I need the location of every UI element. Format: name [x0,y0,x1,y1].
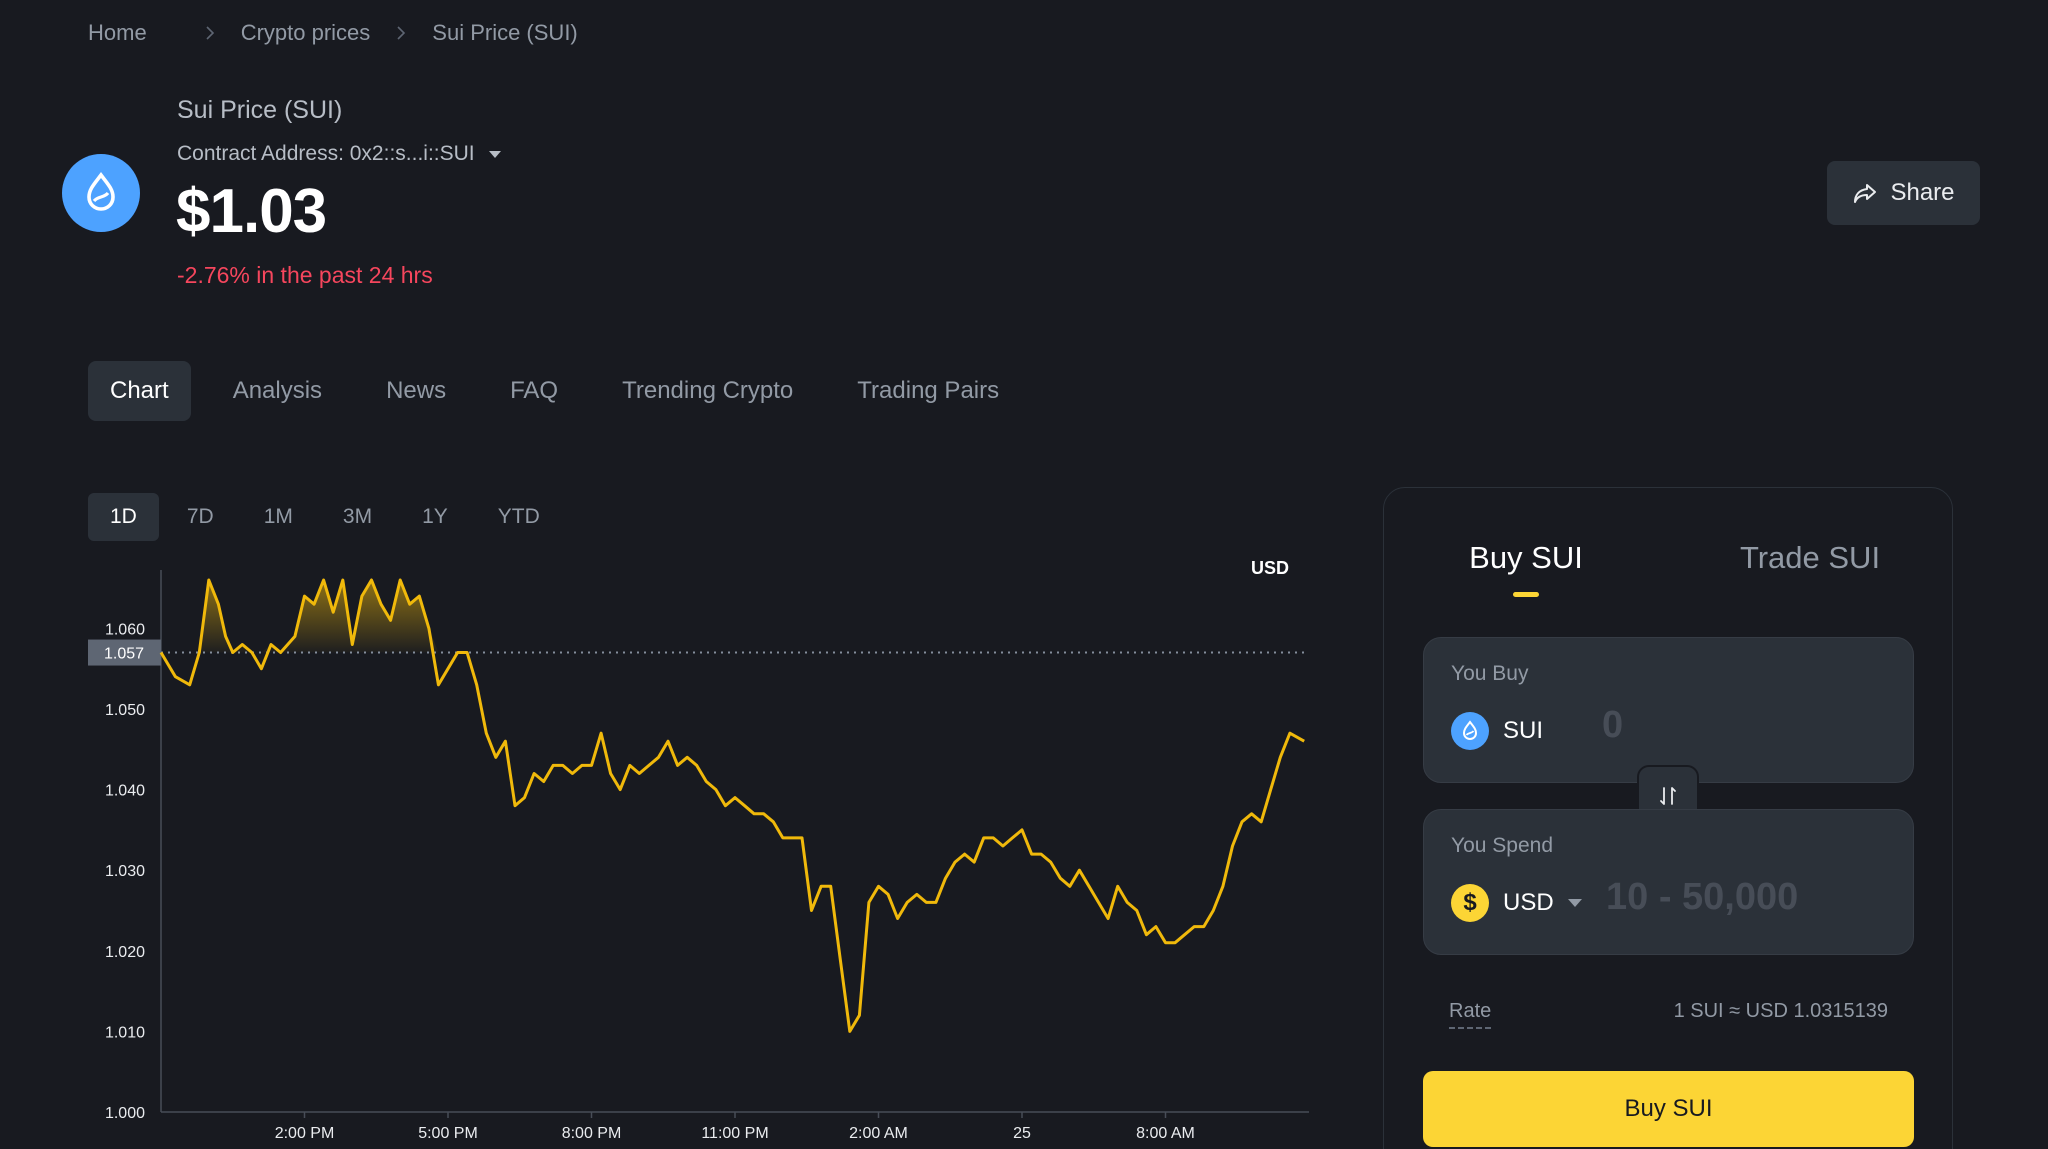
spend-asset-selector[interactable]: $ USD [1451,884,1582,922]
sui-drop-icon [1451,712,1489,750]
x-tick-label: 25 [1013,1125,1031,1142]
x-tick-label: 8:00 PM [562,1125,622,1142]
x-tick-label: 5:00 PM [418,1125,478,1142]
x-tick-label: 2:00 PM [275,1125,335,1142]
price-area-fill [161,580,1305,653]
range-3m[interactable]: 3M [342,505,373,528]
tab-trade-sui[interactable]: Trade SUI [1668,540,1952,576]
chevron-right-icon [199,22,221,44]
tab-faq[interactable]: FAQ [510,377,559,404]
y-tick-label: 1.060 [105,621,145,638]
range-1m[interactable]: 1M [263,505,293,528]
section-tabs: Chart Analysis News FAQ Trending Crypto … [88,361,1041,421]
dollar-icon: $ [1451,884,1489,922]
caret-down-icon [488,150,501,158]
coin-name: Sui Price (SUI) [177,96,343,124]
buy-asset-label: SUI [1503,717,1544,744]
rate-label[interactable]: Rate [1449,1000,1492,1029]
you-spend-label: You Spend [1451,834,1553,857]
range-1y[interactable]: 1Y [422,505,448,528]
contract-address: Contract Address: 0x2::s...i::SUI [177,142,475,165]
spend-asset-label: USD [1503,889,1554,916]
x-tick-label: 8:00 AM [1136,1125,1195,1142]
price-chart[interactable]: 1.000 1.010 1.020 1.030 1.040 1.050 1.060 2:00 … [88,570,1318,1149]
x-tick-label: 2:00 AM [849,1125,908,1142]
caret-down-icon [1567,899,1582,907]
tab-trade-sui-label: Trade SUI [1739,540,1881,575]
rate-value: 1 SUI ≈ USD 1.0315139 [1673,1000,1888,1022]
share-label: Share [1890,179,1955,206]
y-tick-label: 1.040 [105,783,145,800]
breadcrumb-crypto-prices[interactable]: Crypto prices [240,20,371,45]
chevron-right-icon [390,22,412,44]
price-change: -2.76% in the past 24 hrs [177,262,433,288]
breadcrumb: Home Crypto prices Sui Price (SUI) [88,20,578,46]
y-tick-label: 1.000 [105,1105,145,1122]
baseline-label: 1.057 [104,646,144,663]
breadcrumb-home[interactable]: Home [88,20,147,45]
tab-chart[interactable]: Chart [88,361,191,421]
range-1d[interactable]: 1D [88,493,159,541]
y-tick-label: 1.030 [105,863,145,880]
price-series-line [159,578,1305,1033]
tab-news[interactable]: News [386,377,447,404]
y-tick-label: 1.010 [105,1024,145,1041]
buy-sui-button[interactable]: Buy SUI [1423,1071,1914,1147]
sui-drop-icon [62,154,140,232]
baseline-label-bg [88,639,161,666]
buy-amount-input[interactable]: 0 [1602,704,1624,746]
tab-buy-sui-label: Buy SUI [1469,540,1583,575]
range-ytd[interactable]: YTD [497,505,540,528]
active-tab-indicator [1513,592,1539,597]
range-selector: 1D 7D 1M 3M 1Y YTD [88,493,568,541]
x-tick-label: 11:00 PM [701,1125,768,1142]
chart-currency-label: USD [1251,558,1290,578]
buy-panel: Buy SUI Trade SUI You Buy SUI 0 You Spen… [1383,487,1953,1149]
range-7d[interactable]: 7D [186,505,214,528]
contract-address-dropdown[interactable]: Contract Address: 0x2::s...i::SUI [177,142,501,166]
you-spend-box: You Spend $ USD 10 - 50,000 [1423,809,1914,955]
you-buy-label: You Buy [1451,662,1529,685]
tab-trending-crypto[interactable]: Trending Crypto [622,377,794,404]
y-tick-label: 1.020 [105,944,145,961]
share-button[interactable]: Share [1827,161,1980,225]
you-buy-box: You Buy SUI 0 [1423,637,1914,783]
tab-analysis[interactable]: Analysis [232,377,323,404]
coin-price: $1.03 [176,177,327,246]
spend-amount-input[interactable]: 10 - 50,000 [1606,876,1799,918]
swap-arrows-icon [1660,787,1676,805]
y-tick-label: 1.050 [105,702,145,719]
breadcrumb-current: Sui Price (SUI) [432,20,578,45]
buy-asset: SUI [1451,712,1543,750]
share-arrow-icon [1854,184,1877,203]
tab-buy-sui[interactable]: Buy SUI [1384,540,1668,597]
tab-trading-pairs[interactable]: Trading Pairs [857,377,1000,404]
